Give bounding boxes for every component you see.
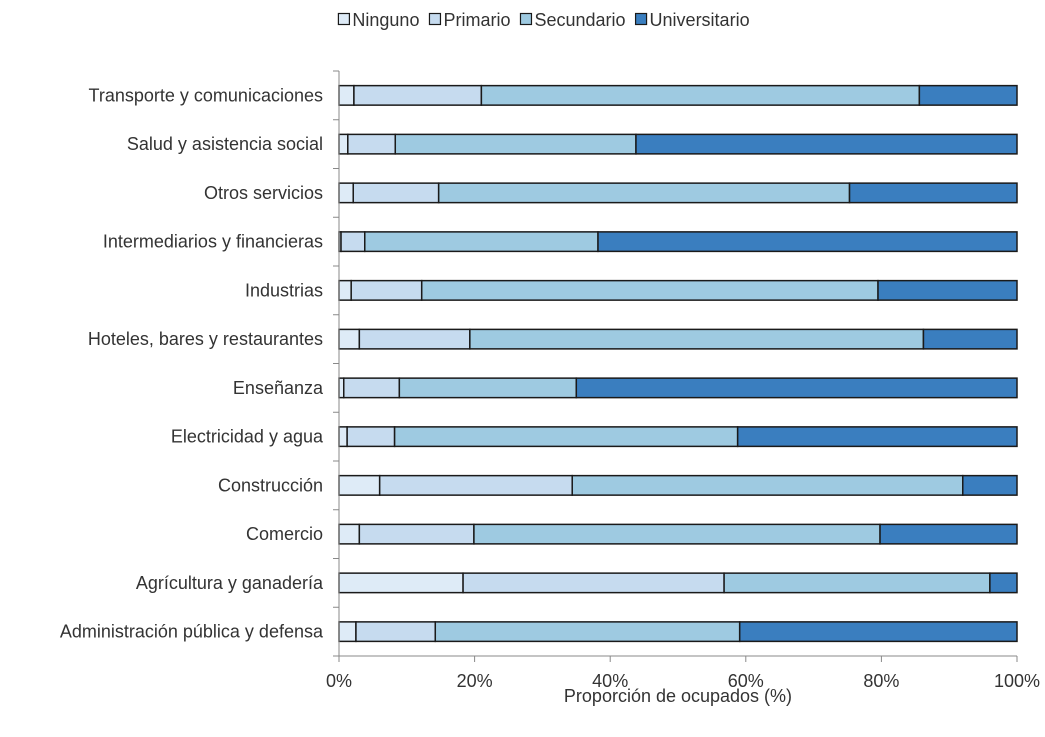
bar-segment-5-2 <box>469 328 925 350</box>
bar-segment-9-0 <box>338 523 361 545</box>
bar-segment-4-3 <box>877 279 1018 301</box>
bar-segment-4-0 <box>338 279 352 301</box>
x-tick-label-2: 40% <box>592 671 628 691</box>
legend-label-0: Ninguno <box>352 10 419 30</box>
category-label-2: Otros servicios <box>204 183 323 203</box>
bar-segment-4-1 <box>350 279 423 301</box>
bar-segment-6-3 <box>575 377 1018 399</box>
legend-swatch-2 <box>519 12 533 26</box>
bar-segment-3-3 <box>597 231 1018 253</box>
bar-segment-1-3 <box>635 133 1018 155</box>
bar-segment-3-1 <box>340 231 366 253</box>
category-label-7: Electricidad y agua <box>171 427 324 447</box>
category-label-4: Industrias <box>245 280 323 300</box>
bar-segment-2-2 <box>437 182 851 204</box>
bar-segment-4-2 <box>420 279 879 301</box>
bar-segment-0-2 <box>480 84 921 106</box>
category-label-9: Comercio <box>246 524 323 544</box>
legend-label-1: Primario <box>443 10 510 30</box>
bar-segment-1-2 <box>394 133 637 155</box>
bar-segment-8-0 <box>338 474 381 496</box>
bar-segment-6-2 <box>398 377 578 399</box>
category-label-0: Transporte y comunicaciones <box>89 85 323 105</box>
legend-swatch-1 <box>428 12 442 26</box>
bar-segment-2-1 <box>352 182 440 204</box>
bar-segment-3-2 <box>364 231 599 253</box>
bar-segment-2-3 <box>848 182 1018 204</box>
bar-segment-0-3 <box>918 84 1018 106</box>
category-label-5: Hoteles, bares y restaurantes <box>88 329 323 349</box>
category-label-6: Enseñanza <box>233 378 324 398</box>
legend-label-3: Universitario <box>650 10 750 30</box>
legend: Ninguno Primario Secundario Universitario <box>337 10 750 30</box>
bar-segment-5-1 <box>358 328 471 350</box>
bar-segment-10-2 <box>723 572 991 594</box>
bar-segment-8-3 <box>962 474 1018 496</box>
x-tick-label-0: 0% <box>326 671 352 691</box>
bar-segment-1-0 <box>338 133 349 155</box>
x-tick-label-1: 20% <box>457 671 493 691</box>
bar-segment-7-2 <box>393 426 739 448</box>
bar-segment-9-3 <box>879 523 1018 545</box>
bar-segment-9-1 <box>358 523 475 545</box>
bar-segment-5-0 <box>338 328 361 350</box>
category-label-1: Salud y asistencia social <box>127 134 323 154</box>
category-label-8: Construcción <box>218 475 323 495</box>
bar-segment-9-2 <box>473 523 881 545</box>
x-tick-label-4: 80% <box>863 671 899 691</box>
bars-group <box>338 84 1018 643</box>
category-label-11: Administración pública y defensa <box>60 622 324 642</box>
bar-segment-7-1 <box>346 426 396 448</box>
legend-swatch-3 <box>634 12 648 26</box>
bar-segment-10-0 <box>338 572 464 594</box>
category-label-3: Intermediarios y financieras <box>103 232 323 252</box>
bar-segment-8-1 <box>378 474 573 496</box>
bar-segment-10-3 <box>989 572 1018 594</box>
bar-segment-5-3 <box>922 328 1018 350</box>
x-tick-label-3: 60% <box>728 671 764 691</box>
bar-segment-7-0 <box>338 426 348 448</box>
bar-segment-6-1 <box>343 377 401 399</box>
bar-segment-2-0 <box>338 182 354 204</box>
bar-segment-11-2 <box>434 621 741 643</box>
bar-segment-8-2 <box>571 474 964 496</box>
bar-segment-7-3 <box>736 426 1018 448</box>
bar-segment-0-1 <box>353 84 483 106</box>
bar-segment-0-0 <box>338 84 355 106</box>
bar-segment-1-1 <box>347 133 397 155</box>
bar-segment-11-3 <box>738 621 1018 643</box>
category-label-10: Agrícultura y ganadería <box>136 573 324 593</box>
bar-segment-11-1 <box>355 621 437 643</box>
bar-segment-10-1 <box>462 572 725 594</box>
legend-label-2: Secundario <box>534 10 625 30</box>
legend-swatch-0 <box>337 12 351 26</box>
bar-segment-11-0 <box>338 621 357 643</box>
x-axis-title: Proporción de ocupados (%) <box>564 686 792 706</box>
axes-group: Transporte y comunicaciones Salud y asist… <box>60 70 1040 691</box>
x-tick-label-5: 100% <box>994 671 1040 691</box>
